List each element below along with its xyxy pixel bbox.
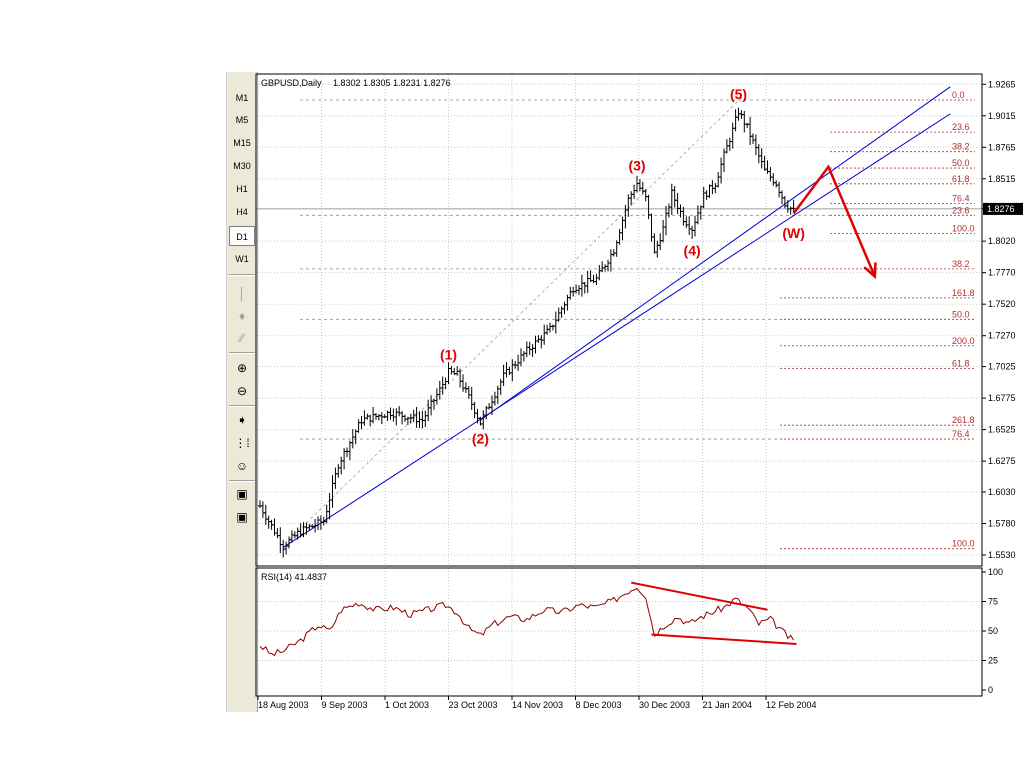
price-tick-label: 1.7270 bbox=[988, 331, 1016, 341]
rsi-divergence-line bbox=[651, 633, 797, 645]
wave-labels: (1) (2) (3) (4) (5) (W) bbox=[440, 86, 805, 447]
fib-level-label: 100.0 bbox=[952, 539, 975, 549]
rsi-tick-label: 25 bbox=[988, 656, 998, 666]
trendline bbox=[480, 86, 951, 421]
main-panel-frame bbox=[255, 73, 983, 567]
fibonacci-levels: 0.0 23.6 38.2 50.0 61.8 76.4 23.6 100.0 38.2 161.… bbox=[300, 90, 975, 550]
zoom-in-icon[interactable]: ⊕ bbox=[236, 361, 248, 375]
price-tick-label: 1.7025 bbox=[988, 362, 1016, 372]
fib-level-label: 38.2 bbox=[952, 259, 970, 269]
rsi-line bbox=[259, 587, 795, 657]
fib-level-label: 161.8 bbox=[952, 288, 975, 298]
current-price-box bbox=[983, 202, 1023, 215]
chart-symbol-label: GBPUSD,Daily bbox=[261, 78, 322, 88]
price-tick-label: 1.9015 bbox=[988, 111, 1016, 121]
timeframe-w1-button[interactable]: W1 bbox=[235, 254, 249, 264]
channel-line bbox=[288, 94, 745, 541]
templates-icon[interactable]: ▣ bbox=[236, 510, 248, 524]
fib-level-label: 76.4 bbox=[952, 193, 970, 203]
time-tick-label: 1 Oct 2003 bbox=[385, 700, 429, 710]
current-price-label: 1.8276 bbox=[987, 204, 1015, 214]
forecast-arrow-head bbox=[863, 262, 877, 280]
price-tick-label: 1.8765 bbox=[988, 142, 1016, 152]
timeframe-m5-button[interactable]: M5 bbox=[235, 115, 249, 125]
price-tick-label: 1.6525 bbox=[988, 425, 1016, 435]
timeframe-h1-button[interactable]: H1 bbox=[236, 184, 248, 194]
price-bars bbox=[258, 107, 796, 558]
price-tick-label: 1.8515 bbox=[988, 174, 1016, 184]
time-tick-label: 18 Aug 2003 bbox=[258, 700, 309, 710]
toolbar-separator bbox=[229, 405, 255, 407]
fib-level-label: 61.8 bbox=[952, 358, 970, 368]
indicators-icon[interactable]: ▣ bbox=[236, 487, 248, 501]
chart-ohlc-values: 1.8302 1.8305 1.8231 1.8276 bbox=[333, 78, 451, 88]
wave-label: (3) bbox=[628, 158, 645, 174]
rsi-panel-frame bbox=[255, 567, 983, 697]
price-tick-label: 1.5530 bbox=[988, 550, 1016, 560]
cursor-icon[interactable]: │ bbox=[238, 287, 246, 301]
wave-label: (2) bbox=[472, 430, 489, 446]
trendlines bbox=[282, 86, 951, 548]
price-tick-label: 1.5780 bbox=[988, 518, 1016, 528]
axes: 1.9265 1.9015 1.8765 1.8515 1.8276 1.8020 1.77… bbox=[257, 79, 1023, 710]
price-tick-label: 1.7770 bbox=[988, 268, 1016, 278]
price-tick-label: 1.6030 bbox=[988, 487, 1016, 497]
fib-level-label: 100.0 bbox=[952, 224, 975, 234]
rsi-label: RSI(14) 41.4837 bbox=[261, 572, 327, 582]
timeframe-m15-button[interactable]: M15 bbox=[233, 138, 251, 148]
rsi-tick-label: 100 bbox=[988, 567, 1003, 577]
fib-level-label: 200.0 bbox=[952, 336, 975, 346]
time-tick-label: 9 Sep 2003 bbox=[322, 700, 368, 710]
fib-level-label: 50.0 bbox=[952, 309, 970, 319]
price-tick-label: 1.6775 bbox=[988, 393, 1016, 403]
price-tick-label: 1.8020 bbox=[988, 236, 1016, 246]
bars-icon[interactable]: ♦ bbox=[238, 309, 246, 323]
expert-advisor-icon[interactable]: ☺ bbox=[235, 459, 249, 473]
toolbar-separator bbox=[229, 274, 255, 276]
toolbar-separator bbox=[229, 480, 255, 482]
rsi-tick-label: 0 bbox=[988, 685, 993, 695]
grid bbox=[256, 74, 982, 696]
forecast-arrow bbox=[792, 164, 877, 280]
rsi-divergence-line bbox=[631, 581, 768, 611]
time-tick-label: 12 Feb 2004 bbox=[766, 700, 817, 710]
line-chart-icon[interactable]: ∕∕ bbox=[239, 331, 244, 345]
time-tick-label: 8 Dec 2003 bbox=[576, 700, 622, 710]
time-tick-label: 21 Jan 2004 bbox=[703, 700, 753, 710]
timeframe-d1-button[interactable]: D1 bbox=[229, 226, 255, 246]
fib-level-label: 38.2 bbox=[952, 142, 970, 152]
time-tick-label: 14 Nov 2003 bbox=[512, 700, 563, 710]
timeframe-h4-button[interactable]: H4 bbox=[236, 207, 248, 217]
fib-level-label: 50.0 bbox=[952, 158, 970, 168]
timeframe-m1-button[interactable]: M1 bbox=[235, 93, 249, 103]
rsi-tick-label: 50 bbox=[988, 626, 998, 636]
fib-level-label: 261.8 bbox=[952, 415, 975, 425]
trendline bbox=[282, 113, 951, 548]
wave-label: (4) bbox=[684, 243, 701, 259]
chart-toolbar: M1 M5 M15 M30 H1 H4 D1 W1 │ ♦ ∕∕ ⊕ ⊖ ➧ ⋮… bbox=[226, 72, 258, 712]
price-tick-label: 1.6275 bbox=[988, 456, 1016, 466]
toolbar-separator bbox=[229, 352, 255, 354]
chart-shift-icon[interactable]: ⋮⁞ bbox=[234, 436, 250, 450]
time-tick-label: 30 Dec 2003 bbox=[639, 700, 690, 710]
zoom-out-icon[interactable]: ⊖ bbox=[236, 384, 248, 398]
auto-scroll-icon[interactable]: ➧ bbox=[236, 413, 248, 427]
time-tick-label: 23 Oct 2003 bbox=[449, 700, 498, 710]
price-tick-label: 1.7520 bbox=[988, 299, 1016, 309]
wave-label: (W) bbox=[782, 225, 805, 241]
fib-level-label: 23.6 bbox=[952, 122, 970, 132]
fib-level-label: 0.0 bbox=[952, 90, 965, 100]
fib-level-label: 61.8 bbox=[952, 174, 970, 184]
rsi-tick-label: 75 bbox=[988, 597, 998, 607]
forecast-arrow-line bbox=[792, 164, 876, 277]
wave-label: (1) bbox=[440, 347, 457, 363]
wave-label: (5) bbox=[730, 86, 747, 102]
price-tick-label: 1.9265 bbox=[988, 79, 1016, 89]
fib-level-label: 76.4 bbox=[952, 429, 970, 439]
rsi-indicator bbox=[259, 581, 797, 657]
timeframe-m30-button[interactable]: M30 bbox=[233, 161, 251, 171]
fib-level-label: 23.6 bbox=[952, 205, 970, 215]
